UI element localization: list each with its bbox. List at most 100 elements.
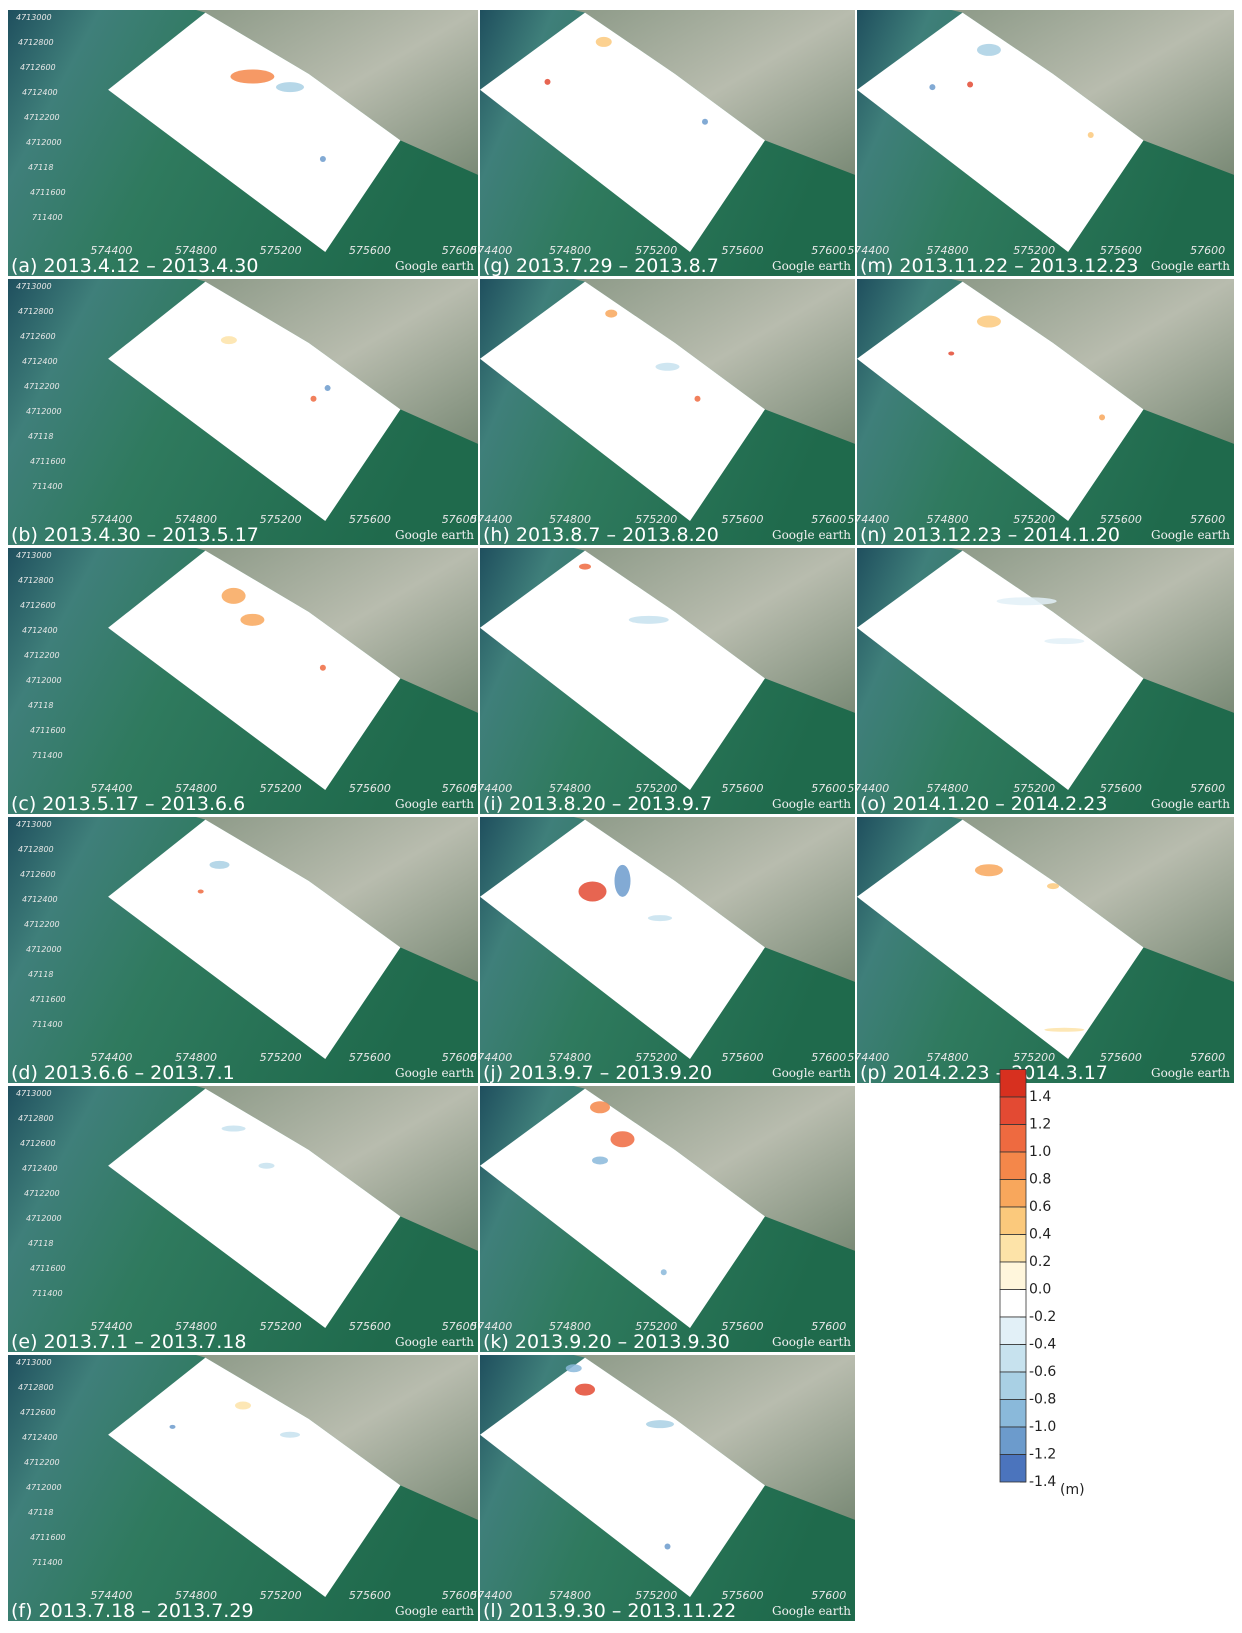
y-tick-label: 4712600 bbox=[20, 1139, 56, 1148]
change-blob bbox=[977, 316, 1001, 328]
y-tick-label: 4712600 bbox=[20, 1408, 56, 1417]
x-tick-label: 575200 bbox=[260, 1051, 302, 1064]
y-tick-label: 4712000 bbox=[26, 945, 62, 954]
change-blob bbox=[320, 156, 326, 162]
change-blob bbox=[592, 1156, 608, 1164]
y-tick-label: 4711600 bbox=[30, 995, 66, 1004]
x-tick-label: 57600 bbox=[811, 782, 846, 795]
x-tick-label: 575600 bbox=[349, 513, 391, 526]
y-tick-label: 4712000 bbox=[26, 1214, 62, 1223]
watermark: Google earth bbox=[1151, 259, 1230, 273]
y-tick-label: 4711600 bbox=[30, 1533, 66, 1542]
y-tick-label: 4712400 bbox=[22, 1433, 58, 1442]
colorbar-label: -0.6 bbox=[1029, 1364, 1056, 1380]
panel-label: (k) 2013.9.20 – 2013.9.30 bbox=[483, 1331, 730, 1353]
y-tick-label: 4712800 bbox=[18, 1114, 54, 1123]
change-blob bbox=[648, 915, 672, 921]
y-tick-label: 4712800 bbox=[18, 1383, 54, 1392]
change-blob bbox=[545, 79, 551, 85]
panel-label: (g) 2013.7.29 – 2013.8.7 bbox=[483, 255, 719, 277]
y-tick-label: 47118 bbox=[28, 163, 53, 172]
change-blob bbox=[646, 1420, 674, 1428]
watermark: Google earth bbox=[772, 259, 851, 273]
map-panel: 57440057480057520057560057600Google eart… bbox=[470, 817, 855, 1084]
x-tick-label: 57600 bbox=[1190, 782, 1225, 795]
y-tick-label: 711400 bbox=[32, 1020, 63, 1029]
x-tick-label: 575200 bbox=[260, 782, 302, 795]
colorbar-box bbox=[1000, 1152, 1026, 1180]
colorbar-box bbox=[1000, 1207, 1026, 1235]
change-blob bbox=[198, 889, 204, 893]
map-panel: 57440057480057520057560057600Google eart… bbox=[470, 279, 855, 546]
x-tick-label: 575200 bbox=[260, 513, 302, 526]
change-blob bbox=[590, 1101, 610, 1113]
colorbar-box bbox=[1000, 1455, 1026, 1483]
map-panel: 57440057480057520057560057600Google eart… bbox=[847, 10, 1234, 277]
watermark: Google earth bbox=[772, 797, 851, 811]
colorbar-box bbox=[1000, 1427, 1026, 1455]
y-tick-label: 47118 bbox=[28, 970, 53, 979]
change-blob bbox=[948, 351, 954, 355]
y-tick-label: 4712400 bbox=[22, 895, 58, 904]
panel-label: (f) 2013.7.18 – 2013.7.29 bbox=[11, 1600, 254, 1622]
map-panel: 5744005748005752005756005760047130004712… bbox=[8, 548, 478, 815]
watermark: Google earth bbox=[772, 528, 851, 542]
change-blob bbox=[695, 396, 701, 402]
y-tick-label: 4712200 bbox=[24, 1189, 60, 1198]
change-blob bbox=[579, 881, 607, 901]
y-tick-label: 711400 bbox=[32, 213, 63, 222]
x-tick-label: 575600 bbox=[349, 1320, 391, 1333]
colorbar-box bbox=[1000, 1345, 1026, 1373]
map-panel: 5744005748005752005756005760047130004712… bbox=[8, 1086, 478, 1353]
colorbar-label: 0.4 bbox=[1029, 1227, 1051, 1243]
change-blob bbox=[615, 865, 631, 897]
map-panel: 57440057480057520057560057600Google eart… bbox=[847, 817, 1234, 1084]
change-blob bbox=[702, 119, 708, 125]
change-blob bbox=[170, 1425, 176, 1429]
y-tick-label: 4712600 bbox=[20, 601, 56, 610]
panel-label: (e) 2013.7.1 – 2013.7.18 bbox=[11, 1331, 246, 1353]
y-tick-label: 4712400 bbox=[22, 626, 58, 635]
change-blob bbox=[320, 665, 326, 671]
change-blob bbox=[665, 1544, 671, 1550]
panel-label: (l) 2013.9.30 – 2013.11.22 bbox=[483, 1600, 736, 1622]
change-blob bbox=[259, 1163, 275, 1169]
x-tick-label: 57600 bbox=[811, 513, 846, 526]
change-blob bbox=[661, 1269, 667, 1275]
colorbar-box bbox=[1000, 1070, 1026, 1098]
colorbar-box bbox=[1000, 1317, 1026, 1345]
change-blob bbox=[575, 1384, 595, 1396]
colorbar-box bbox=[1000, 1290, 1026, 1318]
x-tick-label: 57600 bbox=[1190, 513, 1225, 526]
colorbar-box bbox=[1000, 1097, 1026, 1125]
panel-label: (j) 2013.9.7 – 2013.9.20 bbox=[483, 1062, 712, 1084]
y-tick-label: 4711600 bbox=[30, 726, 66, 735]
map-panel: 57440057480057520057560057600Google eart… bbox=[847, 279, 1234, 546]
colorbar-label: 1.0 bbox=[1029, 1144, 1051, 1160]
y-tick-label: 4711600 bbox=[30, 457, 66, 466]
y-tick-label: 4712400 bbox=[22, 357, 58, 366]
watermark: Google earth bbox=[395, 528, 474, 542]
y-tick-label: 4713000 bbox=[16, 1358, 52, 1367]
y-tick-label: 47118 bbox=[28, 432, 53, 441]
colorbar-label: -1.2 bbox=[1029, 1447, 1056, 1463]
change-blob bbox=[566, 1364, 582, 1372]
x-tick-label: 575200 bbox=[260, 244, 302, 257]
x-tick-label: 575600 bbox=[349, 1051, 391, 1064]
y-tick-label: 4711600 bbox=[30, 1264, 66, 1273]
y-tick-label: 4713000 bbox=[16, 282, 52, 291]
y-tick-label: 4712800 bbox=[18, 845, 54, 854]
panel-label: (d) 2013.6.6 – 2013.7.1 bbox=[11, 1062, 235, 1084]
y-tick-label: 4712800 bbox=[18, 38, 54, 47]
change-blob bbox=[977, 44, 1001, 56]
change-blob bbox=[222, 1126, 246, 1132]
watermark: Google earth bbox=[772, 1335, 851, 1349]
colorbar-box bbox=[1000, 1125, 1026, 1153]
change-blob bbox=[611, 1131, 635, 1147]
map-panel: 57440057480057520057560057600Google eart… bbox=[470, 1086, 855, 1353]
watermark: Google earth bbox=[395, 1335, 474, 1349]
panel-label: (o) 2014.1.20 – 2014.2.23 bbox=[860, 793, 1107, 815]
